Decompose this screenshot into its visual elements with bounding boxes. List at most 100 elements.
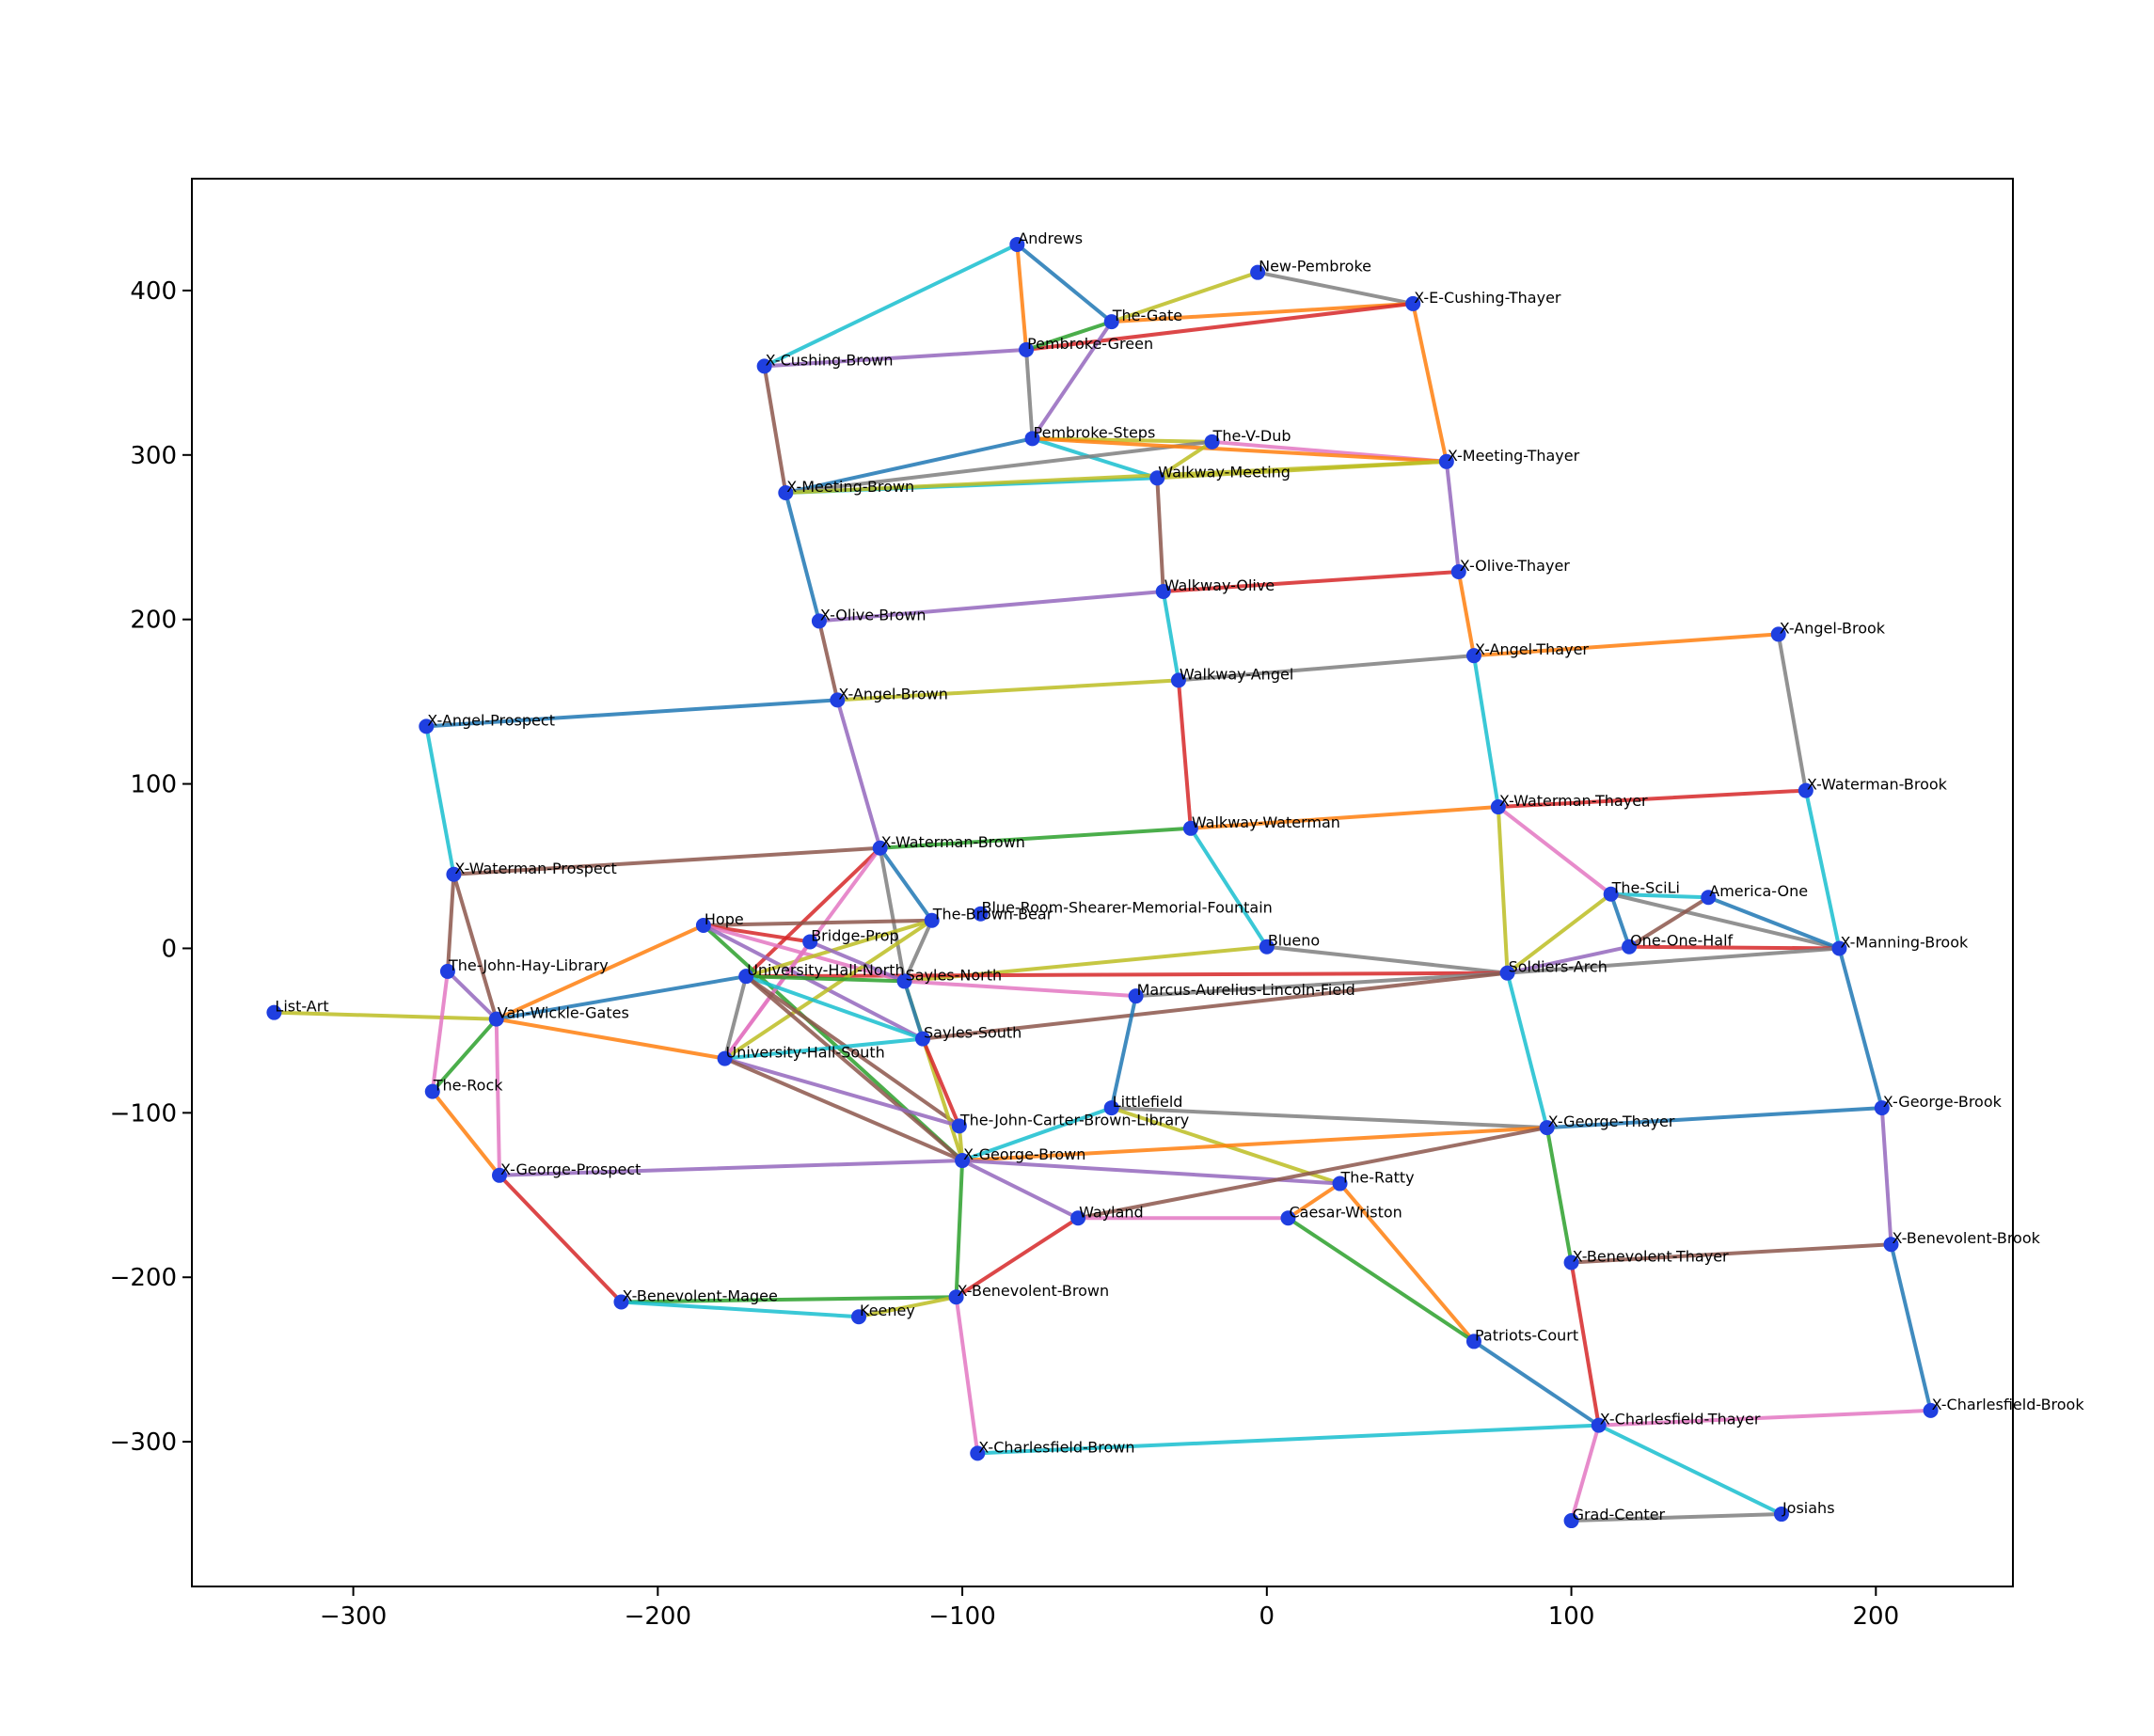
- node-label-X-George-Prospect: X-George-Prospect: [500, 1160, 641, 1178]
- node-point-Sayles-South: [914, 1031, 930, 1047]
- y-tick-label: 300: [130, 442, 177, 470]
- node-label-Josiahs: Josiahs: [1782, 1499, 1835, 1517]
- node-label-Sayles-North: Sayles-North: [906, 966, 1003, 984]
- edge-Soldiers-Arch-Marcus-Aurelius-Lincoln-Field: [1133, 971, 1510, 999]
- node-label-X-George-Brown: X-George-Brown: [963, 1145, 1085, 1163]
- node-label-X-E-Cushing-Thayer: X-E-Cushing-Thayer: [1414, 289, 1561, 307]
- edge-Pembroke-Green-X-E-Cushing-Thayer: [1024, 301, 1416, 352]
- edge-X-George-Thayer-X-Benevolent-Thayer: [1544, 1126, 1574, 1265]
- node-point-X-George-Brook: [1874, 1100, 1890, 1116]
- node-label-Walkway-Olive: Walkway-Olive: [1164, 576, 1275, 594]
- edge-The-SciLi-X-Manning-Brook: [1608, 892, 1842, 951]
- edge-University-Hall-South-The-John-Carter-Brown-Library: [722, 1056, 961, 1128]
- edge-X-E-Cushing-Thayer-X-Meeting-Thayer: [1411, 301, 1449, 464]
- edge-X-Benevolent-Brown-X-Charlesfield-Brown: [954, 1295, 980, 1456]
- y-tick-label: −200: [110, 1264, 177, 1292]
- node-point-Andrews: [1009, 236, 1025, 252]
- x-tick-label: −200: [625, 1602, 691, 1631]
- edge-New-Pembroke-X-E-Cushing-Thayer: [1256, 270, 1416, 306]
- edge-X-Benevolent-Magee-Keeney: [619, 1300, 862, 1319]
- node-label-The-Ratty: The-Ratty: [1340, 1169, 1415, 1187]
- y-tick-label: 200: [130, 607, 177, 635]
- edge-Sayles-South-The-John-Carter-Brown-Library: [920, 1036, 961, 1128]
- edge-University-Hall-South-Van-Wickle-Gates: [494, 1017, 727, 1061]
- node-label-X-Cushing-Brown: X-Cushing-Brown: [766, 351, 894, 369]
- edge-Hope-Van-Wickle-Gates: [494, 923, 705, 1021]
- node-label-X-Manning-Brook: X-Manning-Brook: [1840, 933, 1969, 951]
- nodes-layer: [266, 236, 1939, 1529]
- node-label-Blueno: Blueno: [1268, 932, 1320, 950]
- node-label-X-Meeting-Brown: X-Meeting-Brown: [786, 478, 914, 496]
- edge-Hope-Sayles-South: [701, 923, 925, 1041]
- node-label-X-Waterman-Thayer: X-Waterman-Thayer: [1499, 792, 1648, 810]
- edge-X-Waterman-Thayer-X-Waterman-Brook: [1496, 788, 1808, 810]
- edge-Walkway-Waterman-X-Waterman-Thayer: [1188, 805, 1500, 830]
- edge-X-Charlesfield-Thayer-Josiahs: [1596, 1423, 1783, 1517]
- edge-Marcus-Aurelius-Lincoln-Field-Littlefield: [1109, 994, 1138, 1111]
- edge-The-Brown-Bear-University-Hall-South: [722, 918, 934, 1061]
- edge-Walkway-Olive-Walkway-Angel: [1161, 589, 1180, 683]
- edge-X-Angel-Prospect-X-Waterman-Prospect: [424, 724, 456, 876]
- x-axis: −300 −200 −100 0 100 200: [320, 1586, 1899, 1631]
- node-label-X-Waterman-Brown: X-Waterman-Brown: [881, 833, 1025, 851]
- node-point-One-One-Half: [1622, 939, 1638, 955]
- node-point-X-Angel-Brown: [830, 692, 846, 708]
- edge-University-Hall-North-Sayles-North: [744, 974, 907, 984]
- edge-X-Cushing-Brown-X-Meeting-Brown: [762, 364, 788, 496]
- node-label-The-Brown-Bear: The-Brown-Bear: [932, 906, 1053, 923]
- edge-X-Waterman-Brown-The-Brown-Bear: [878, 845, 934, 923]
- node-point-America-One: [1701, 890, 1717, 906]
- x-tick-label: −100: [928, 1602, 995, 1631]
- node-label-X-Charlesfield-Thayer: X-Charlesfield-Thayer: [1600, 1411, 1761, 1428]
- node-label-Keeney: Keeney: [860, 1302, 915, 1319]
- node-point-Wayland: [1070, 1210, 1086, 1226]
- node-label-New-Pembroke: New-Pembroke: [1259, 258, 1371, 276]
- node-label-X-Waterman-Brook: X-Waterman-Brook: [1807, 776, 1948, 794]
- node-label-The-SciLi: The-SciLi: [1611, 879, 1680, 897]
- node-label-One-One-Half: One-One-Half: [1630, 932, 1733, 950]
- node-point-Pembroke-Steps: [1024, 431, 1040, 447]
- edge-University-Hall-South-X-George-Brown: [722, 1056, 965, 1163]
- node-point-Walkway-Meeting: [1149, 470, 1165, 486]
- node-point-Walkway-Waterman: [1182, 820, 1198, 836]
- edge-X-Waterman-Brown-Walkway-Waterman: [878, 826, 1193, 850]
- node-label-X-Benevolent-Brown: X-Benevolent-Brown: [958, 1282, 1110, 1300]
- node-label-Soldiers-Arch: Soldiers-Arch: [1509, 958, 1608, 976]
- edge-The-SciLi-One-One-Half: [1608, 892, 1632, 949]
- node-label-X-Benevolent-Magee: X-Benevolent-Magee: [622, 1286, 777, 1304]
- node-label-X-George-Brook: X-George-Brook: [1883, 1093, 2003, 1111]
- node-point-X-Angel-Prospect: [419, 718, 435, 734]
- node-label-X-Olive-Brown: X-Olive-Brown: [820, 606, 927, 623]
- node-point-Hope: [695, 917, 711, 933]
- edge-X-George-Brook-X-Benevolent-Brook: [1879, 1106, 1893, 1247]
- node-point-Van-Wickle-Gates: [488, 1011, 504, 1027]
- edge-X-Angel-Brown-X-Waterman-Brown: [835, 698, 882, 850]
- y-tick-label: −100: [110, 1099, 177, 1128]
- edge-Sayles-North-Marcus-Aurelius-Lincoln-Field: [902, 979, 1138, 999]
- node-label-Blue-Room-Shearer-Memorial-Fountain: Blue-Room-Shearer-Memorial-Fountain: [982, 899, 1273, 917]
- edge-X-Waterman-Thayer-The-SciLi: [1496, 805, 1613, 896]
- edge-X-Waterman-Thayer-Soldiers-Arch: [1496, 805, 1510, 975]
- edge-The-V-Dub-X-Meeting-Brown: [784, 439, 1214, 496]
- edge-Pembroke-Steps-X-Meeting-Thayer: [1030, 436, 1449, 464]
- edge-X-Cushing-Brown-Pembroke-Green: [762, 347, 1029, 369]
- edge-X-Angel-Brown-Walkway-Angel: [835, 678, 1180, 702]
- edge-Van-Wickle-Gates-The-Rock: [430, 1017, 499, 1094]
- node-label-Walkway-Angel: Walkway-Angel: [1180, 665, 1293, 683]
- node-label-X-Charlesfield-Brown: X-Charlesfield-Brown: [978, 1438, 1134, 1456]
- x-tick-label: 100: [1548, 1602, 1595, 1631]
- edge-Littlefield-X-George-Thayer: [1109, 1106, 1549, 1130]
- edge-Keeney-X-Benevolent-Brown: [857, 1295, 958, 1319]
- edge-University-Hall-North-The-John-Carter-Brown-Library: [744, 974, 961, 1128]
- node-label-Walkway-Meeting: Walkway-Meeting: [1158, 463, 1291, 481]
- x-tick-label: 0: [1259, 1602, 1275, 1631]
- node-point-Patriots-Court: [1465, 1334, 1481, 1349]
- node-point-Walkway-Olive: [1155, 583, 1171, 599]
- node-label-X-Angel-Thayer: X-Angel-Thayer: [1475, 640, 1589, 658]
- node-point-Littlefield: [1103, 1100, 1119, 1116]
- edge-University-Hall-North-Sayles-South: [744, 974, 925, 1041]
- edge-Walkway-Angel-X-Angel-Thayer: [1176, 654, 1476, 683]
- node-point-Pembroke-Green: [1019, 341, 1035, 357]
